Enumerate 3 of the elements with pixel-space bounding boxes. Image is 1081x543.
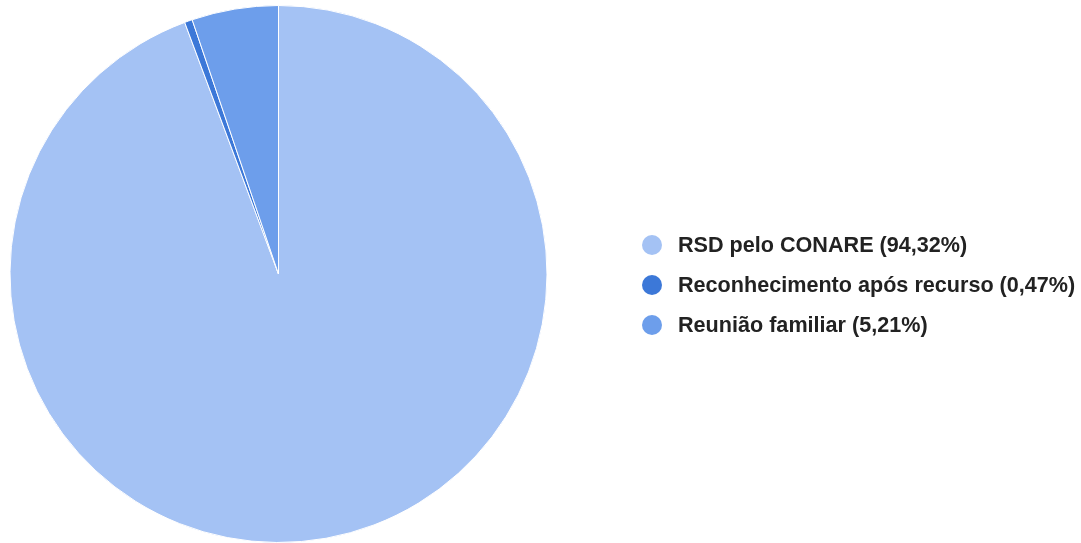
legend-label: Reunião familiar (5,21%) [678,312,928,338]
legend-label: Reconhecimento após recurso (0,47%) [678,272,1076,298]
legend-label: RSD pelo CONARE (94,32%) [678,232,968,258]
